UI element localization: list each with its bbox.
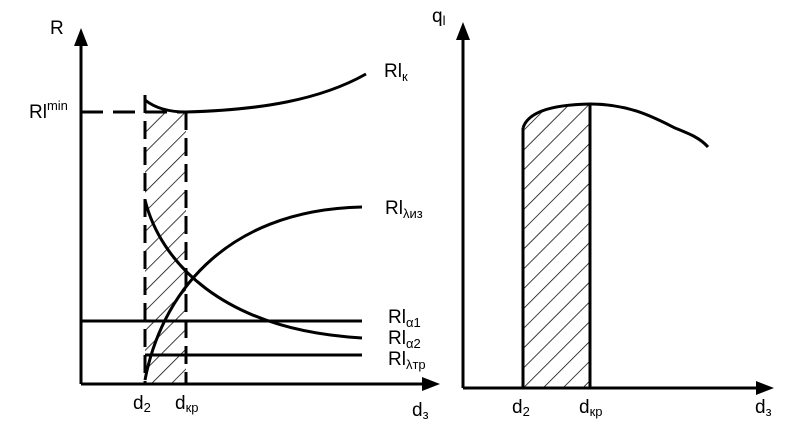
label-base: Rl — [384, 61, 402, 82]
label-base: Rl — [388, 328, 406, 349]
label-base: d — [579, 397, 590, 418]
label-base: d — [133, 393, 144, 414]
label-sub: λтр — [406, 357, 426, 372]
label-base: d — [755, 397, 766, 418]
label-base: Rl — [388, 349, 406, 370]
label-base: q — [432, 6, 443, 27]
curve-label: Rlα1 — [388, 307, 421, 330]
x-axis-label: dз — [412, 400, 429, 422]
label-sub: з — [766, 404, 772, 419]
label-base: Rl — [29, 102, 47, 123]
min-label: Rlmin — [29, 98, 68, 123]
x-tick-label: dкр — [175, 393, 199, 415]
curve-label: Rlк — [384, 61, 408, 84]
label-sub: λиз — [403, 206, 423, 221]
label-base: Rl — [385, 198, 403, 219]
x-tick-label: d2 — [512, 397, 530, 419]
curve-rlk — [144, 72, 367, 114]
curve-rla2 — [143, 199, 363, 340]
label-sub: α1 — [406, 315, 421, 330]
curve-label: Rlλиз — [385, 198, 423, 221]
x-arrow — [756, 381, 774, 395]
x-arrow — [422, 377, 440, 391]
label-base: d — [412, 400, 423, 421]
x-axis-label: dз — [755, 397, 772, 419]
hatched-zone — [523, 104, 590, 388]
label-sup: min — [47, 98, 68, 113]
label-sub: 2 — [523, 404, 530, 419]
x-tick-label: d2 — [133, 393, 151, 415]
y-arrow — [456, 22, 470, 40]
label-base: d — [512, 397, 523, 418]
label-sub: α2 — [406, 336, 421, 351]
curve-rliz — [143, 205, 363, 381]
label-sub: кр — [186, 400, 199, 415]
x-tick-label: dкр — [579, 397, 603, 419]
left-panel: R Rlmin Rlк Rlλиз Rlα1 Rlα2 Rlλтр d2 dкр… — [29, 18, 440, 422]
label-base: Rl — [388, 307, 406, 328]
label-sub: к — [402, 69, 408, 84]
y-axis-label: R — [50, 18, 64, 39]
label-sub: 2 — [144, 400, 151, 415]
label-sub: кр — [590, 404, 603, 419]
y-axis-label: ql — [432, 6, 446, 28]
label-base: d — [175, 393, 186, 414]
curve-label: Rlλтр — [388, 349, 426, 372]
label-sub: з — [423, 407, 429, 422]
label-sub: l — [443, 13, 446, 28]
right-panel: ql d2 dкр dз — [432, 6, 774, 419]
curve-label: Rlα2 — [388, 328, 421, 351]
curve-ql — [521, 102, 710, 149]
y-arrow — [74, 28, 88, 46]
